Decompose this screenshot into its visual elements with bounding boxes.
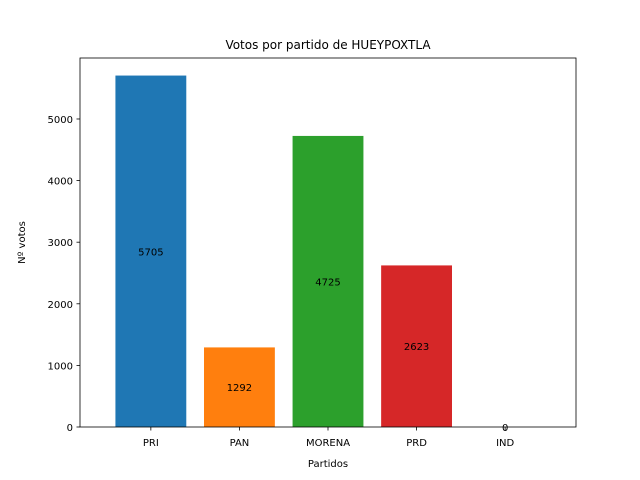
x-tick-label-morena: MORENA [306,438,350,449]
x-tick-label-pri: PRI [143,438,159,449]
y-tick-label: 0 [67,423,73,434]
x-tick-label-ind: IND [496,438,514,449]
x-axis-label: Partidos [308,459,348,470]
x-axis: PRI PAN MORENA PRD IND [143,427,515,449]
y-tick-label: 5000 [48,115,73,126]
y-tick-label: 4000 [48,177,73,188]
bar-morena [292,135,364,428]
y-axis-label: Nº votos [17,221,28,264]
bar-pan [204,347,275,427]
data-label-prd: 2623 [404,342,429,353]
bars-group [115,75,452,428]
data-label-morena: 4725 [315,277,340,288]
y-tick-label: 2000 [48,300,73,311]
x-tick-label-pan: PAN [230,438,250,449]
x-tick-label-prd: PRD [406,438,427,449]
y-tick-label: 3000 [48,238,73,249]
data-label-pri: 5705 [138,247,163,258]
y-axis: 0 1000 2000 3000 4000 5000 [48,115,80,434]
bar-pri [115,75,187,427]
data-label-pan: 1292 [227,383,252,394]
chart-title: Votos por partido de HUEYPOXTLA [225,38,431,52]
y-tick-label: 1000 [48,361,73,372]
bar-prd [381,265,452,427]
